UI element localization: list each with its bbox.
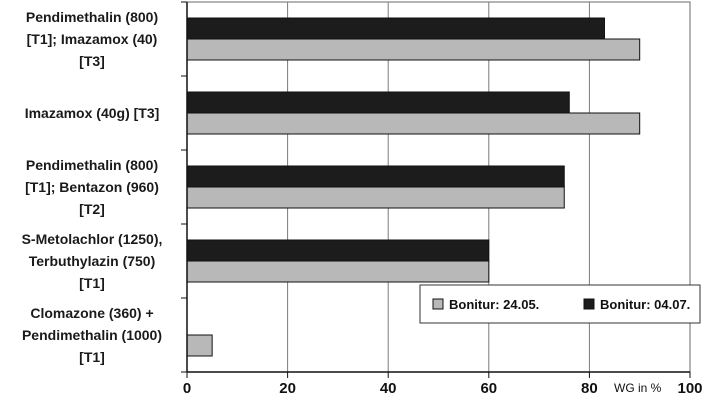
category-label-line: S-Metolachlor (1250),	[22, 231, 163, 247]
x-tick-label: 40	[380, 380, 397, 397]
bar-bonitur-0407-3	[187, 240, 489, 261]
category-label-line: Clomazone (360) +	[30, 305, 153, 321]
category-label-line: Pendimethalin (800)	[26, 9, 158, 25]
category-label-line: [T1]; Imazamox (40)	[27, 31, 158, 47]
bar-bonitur-2405-1	[187, 113, 640, 134]
category-label-line: [T1]; Bentazon (960)	[25, 179, 159, 195]
legend-swatch	[433, 299, 443, 309]
x-tick-label: 100	[677, 380, 702, 397]
bar-bonitur-0407-2	[187, 166, 564, 187]
category-label-line: [T1]	[79, 275, 105, 291]
bar-bonitur-0407-0	[187, 18, 604, 39]
x-tick-label: 20	[279, 380, 296, 397]
category-labels: Pendimethalin (800) [T1]; Imazamox (40) [T…	[22, 9, 163, 365]
x-tick-label: 0	[183, 380, 191, 397]
legend-label: Bonitur: 04.07.	[600, 297, 690, 312]
x-tick-label: 80	[581, 380, 598, 397]
bar-bonitur-2405-0	[187, 39, 640, 60]
bar-bonitur-2405-3	[187, 261, 489, 282]
category-label-line: Imazamox (40g) [T3]	[25, 105, 160, 121]
legend-swatch	[584, 299, 594, 309]
legend-label: Bonitur: 24.05.	[449, 297, 539, 312]
category-label-line: Terbuthylazin (750)	[29, 253, 156, 269]
legend: Bonitur: 24.05. Bonitur: 04.07.	[420, 285, 700, 323]
category-label-line: [T3]	[79, 53, 105, 69]
category-label-line: [T2]	[79, 201, 105, 217]
bar-bonitur-2405-4	[187, 335, 212, 356]
bar-bonitur-2405-2	[187, 187, 564, 208]
category-label-line: Pendimethalin (800)	[26, 157, 158, 173]
x-axis-label: WG in %	[614, 381, 662, 395]
category-label-line: Pendimethalin (1000)	[22, 327, 162, 343]
bar-bonitur-0407-1	[187, 92, 569, 113]
category-label-line: [T1]	[79, 349, 105, 365]
x-tick-label: 60	[480, 380, 497, 397]
